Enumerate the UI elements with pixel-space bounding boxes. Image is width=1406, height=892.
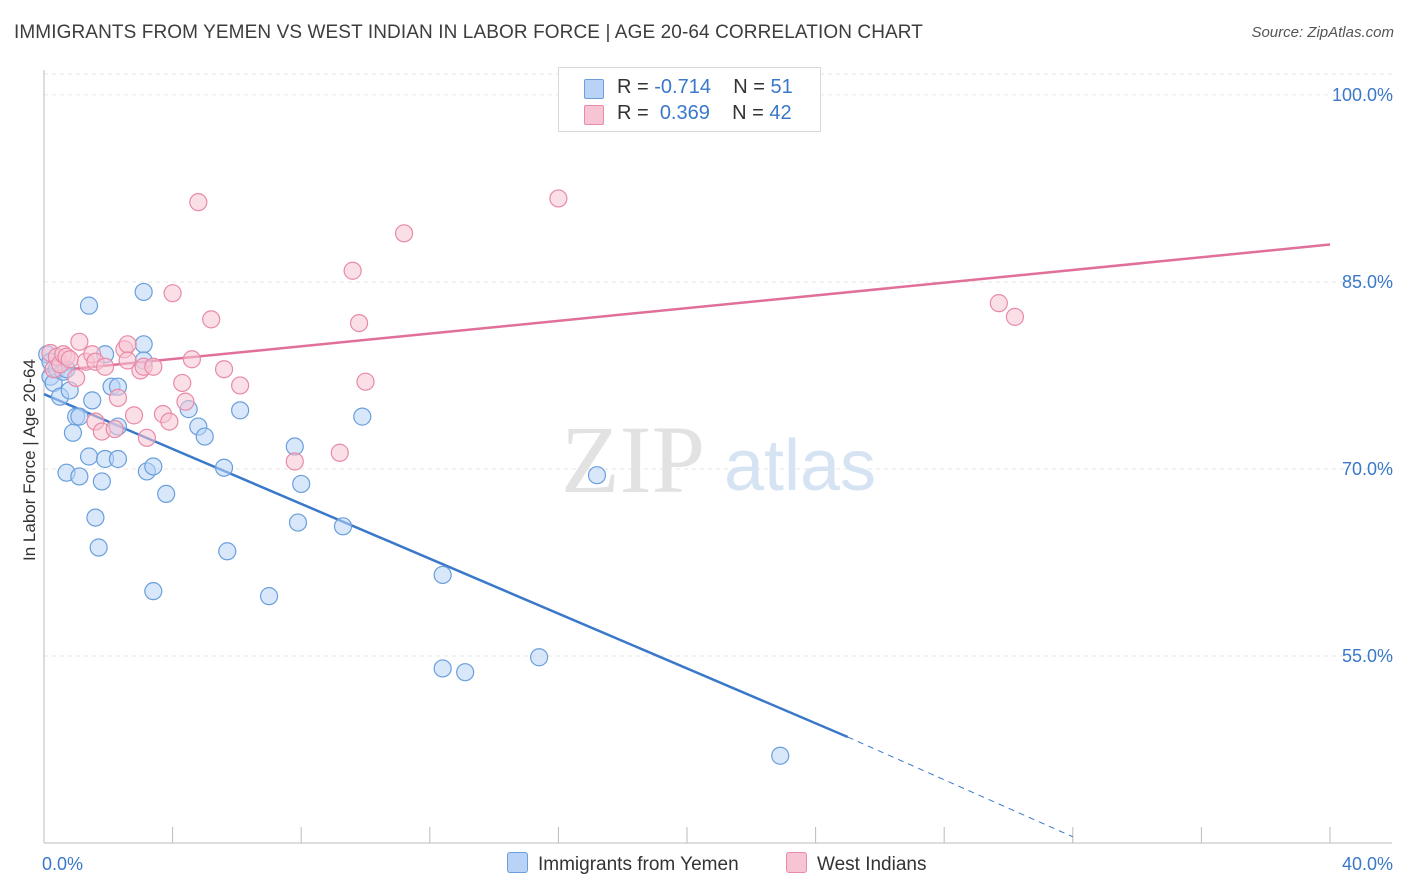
point-yemen xyxy=(433,659,452,678)
point-west-indians xyxy=(124,406,144,425)
point-west-indians xyxy=(549,189,568,208)
point-yemen xyxy=(587,466,607,485)
point-west-indians xyxy=(60,350,79,369)
point-yemen xyxy=(89,538,108,557)
point-west-indians xyxy=(202,310,221,329)
point-yemen xyxy=(134,282,153,302)
point-yemen xyxy=(433,565,452,585)
point-yemen xyxy=(214,458,234,477)
point-west-indians xyxy=(118,351,137,370)
point-yemen xyxy=(92,472,111,491)
legend-n-label: N = xyxy=(732,102,764,124)
point-west-indians xyxy=(95,357,115,376)
point-yemen xyxy=(530,648,549,667)
y-tick-label: 70.0% xyxy=(1342,459,1393,479)
point-west-indians xyxy=(118,335,137,354)
point-yemen xyxy=(333,517,353,536)
legend-r-value: -0.714 xyxy=(654,76,711,98)
bottom-legend-west-indians: West Indians xyxy=(786,852,926,876)
point-west-indians xyxy=(330,443,349,462)
point-yemen xyxy=(108,449,128,469)
chart-title: IMMIGRANTS FROM YEMEN VS WEST INDIAN IN … xyxy=(14,22,923,43)
point-yemen xyxy=(292,474,311,494)
point-west-indians xyxy=(70,332,89,351)
legend: R = -0.714 N = 51 R = 0.369 N = 42 xyxy=(558,67,821,132)
point-yemen xyxy=(79,296,99,315)
bottom-legend-label-west-indians: West Indians xyxy=(817,854,927,875)
legend-r-label: R = xyxy=(617,76,649,98)
point-yemen xyxy=(144,457,163,476)
point-west-indians xyxy=(989,294,1008,313)
watermark-zip: ZIP xyxy=(561,406,705,513)
chart-source: Source: ZipAtlas.com xyxy=(1251,24,1394,41)
point-yemen xyxy=(70,407,89,426)
point-yemen xyxy=(218,542,237,561)
point-west-indians xyxy=(105,419,124,439)
point-west-indians xyxy=(1005,307,1025,326)
point-yemen xyxy=(134,335,153,354)
legend-n-value: 51 xyxy=(770,76,793,98)
trend-line-yemen xyxy=(43,393,849,739)
bottom-legend-swatch-yemen xyxy=(507,852,528,873)
point-west-indians xyxy=(182,350,201,369)
point-yemen xyxy=(157,484,176,504)
legend-r-value: 0.369 xyxy=(659,102,710,124)
point-west-indians xyxy=(108,388,128,408)
point-west-indians xyxy=(285,452,304,471)
legend-r-label: R = xyxy=(617,102,649,124)
point-west-indians xyxy=(394,224,414,243)
point-west-indians xyxy=(356,372,375,391)
axes xyxy=(43,70,1392,844)
point-west-indians xyxy=(343,261,362,280)
point-yemen xyxy=(79,447,99,466)
point-west-indians xyxy=(176,392,195,411)
point-yemen xyxy=(83,391,102,410)
watermark-atlas: atlas xyxy=(724,426,876,506)
point-yemen xyxy=(259,587,279,606)
point-west-indians xyxy=(144,357,163,376)
y-tick-label: 85.0% xyxy=(1342,272,1393,292)
point-west-indians xyxy=(189,193,208,212)
bottom-legend-yemen: Immigrants from Yemen xyxy=(507,852,739,876)
point-west-indians xyxy=(173,373,192,393)
trend-lines xyxy=(43,243,1331,838)
trend-line-yemen-extension xyxy=(847,736,1074,838)
bottom-legend-label-yemen: Immigrants from Yemen xyxy=(538,854,739,875)
watermark: ZIP atlas xyxy=(561,406,876,513)
x-tick-label: 0.0% xyxy=(42,854,83,874)
point-yemen xyxy=(63,423,83,442)
point-yemen xyxy=(353,407,372,426)
point-yemen xyxy=(144,582,163,601)
x-tick-label: 40.0% xyxy=(1342,854,1393,874)
y-tick-label: 100.0% xyxy=(1332,85,1393,105)
point-west-indians xyxy=(137,428,156,447)
point-yemen xyxy=(195,427,214,446)
data-points xyxy=(38,189,1025,765)
legend-swatch-west-indians xyxy=(584,105,604,125)
point-west-indians xyxy=(231,376,250,395)
bottom-legend-swatch-west-indians xyxy=(786,852,807,873)
legend-n-label: N = xyxy=(733,76,765,98)
point-yemen xyxy=(288,513,308,532)
point-west-indians xyxy=(349,313,369,333)
legend-swatch-yemen xyxy=(584,79,604,99)
point-west-indians xyxy=(160,412,179,431)
point-west-indians xyxy=(67,368,86,388)
tick-labels: 55.0% 70.0% 85.0% 100.0% 0.0% 40.0% xyxy=(42,85,1393,874)
trend-line-west-indians xyxy=(43,243,1331,373)
grid-lines xyxy=(44,73,1392,657)
point-yemen xyxy=(771,746,790,765)
point-west-indians xyxy=(214,360,234,379)
legend-n-value: 42 xyxy=(769,102,792,124)
point-yemen xyxy=(86,508,105,527)
point-yemen xyxy=(231,401,250,420)
point-west-indians xyxy=(163,284,182,303)
y-tick-label: 55.0% xyxy=(1342,646,1393,666)
point-yemen xyxy=(456,663,475,682)
point-yemen xyxy=(70,467,89,486)
